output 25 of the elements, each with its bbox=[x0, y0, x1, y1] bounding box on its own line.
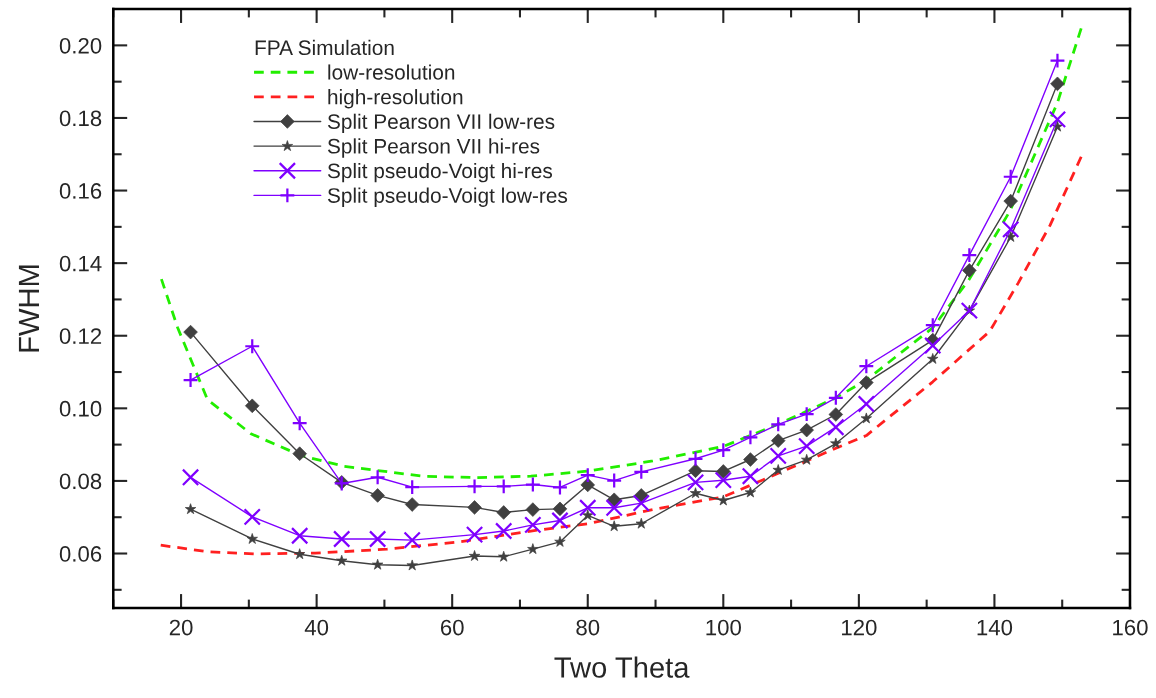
y-tick-label: 0.12 bbox=[59, 328, 102, 345]
y-tick-label: 0.16 bbox=[59, 183, 102, 199]
x-tick-label: 60 bbox=[440, 619, 464, 636]
x-tick-label: 160 bbox=[1113, 619, 1148, 636]
y-tick-label: 0.08 bbox=[59, 473, 102, 490]
y-tick-label: 0.14 bbox=[59, 255, 102, 272]
x-tick-label: 80 bbox=[576, 619, 600, 636]
legend-title: FPA Simulation bbox=[255, 39, 394, 56]
y-tick-label: 0.20 bbox=[59, 37, 102, 54]
legend-label: Split pseudo-Voigt low-res bbox=[327, 187, 568, 207]
x-tick-label: 120 bbox=[842, 619, 877, 636]
x-tick-label: 140 bbox=[977, 619, 1013, 636]
x-tick-label: 100 bbox=[706, 619, 741, 636]
legend-label: low-resolution bbox=[328, 64, 455, 80]
legend-label: Split Pearson VII hi-res bbox=[327, 138, 540, 158]
x-tick-label: 20 bbox=[169, 619, 193, 636]
y-tick-label: 0.18 bbox=[59, 110, 102, 127]
legend-label: Split Pearson VII low-res bbox=[327, 113, 555, 134]
legend-label: Split pseudo-Voigt hi-res bbox=[327, 162, 553, 183]
x-axis-title: Two Theta bbox=[554, 656, 690, 678]
x-tick-label: 40 bbox=[304, 619, 329, 636]
y-tick-label: 0.10 bbox=[59, 400, 102, 417]
legend-label: high-resolution bbox=[328, 89, 463, 109]
y-axis-title: FWHM bbox=[18, 265, 39, 352]
y-tick-label: 0.06 bbox=[59, 546, 102, 562]
